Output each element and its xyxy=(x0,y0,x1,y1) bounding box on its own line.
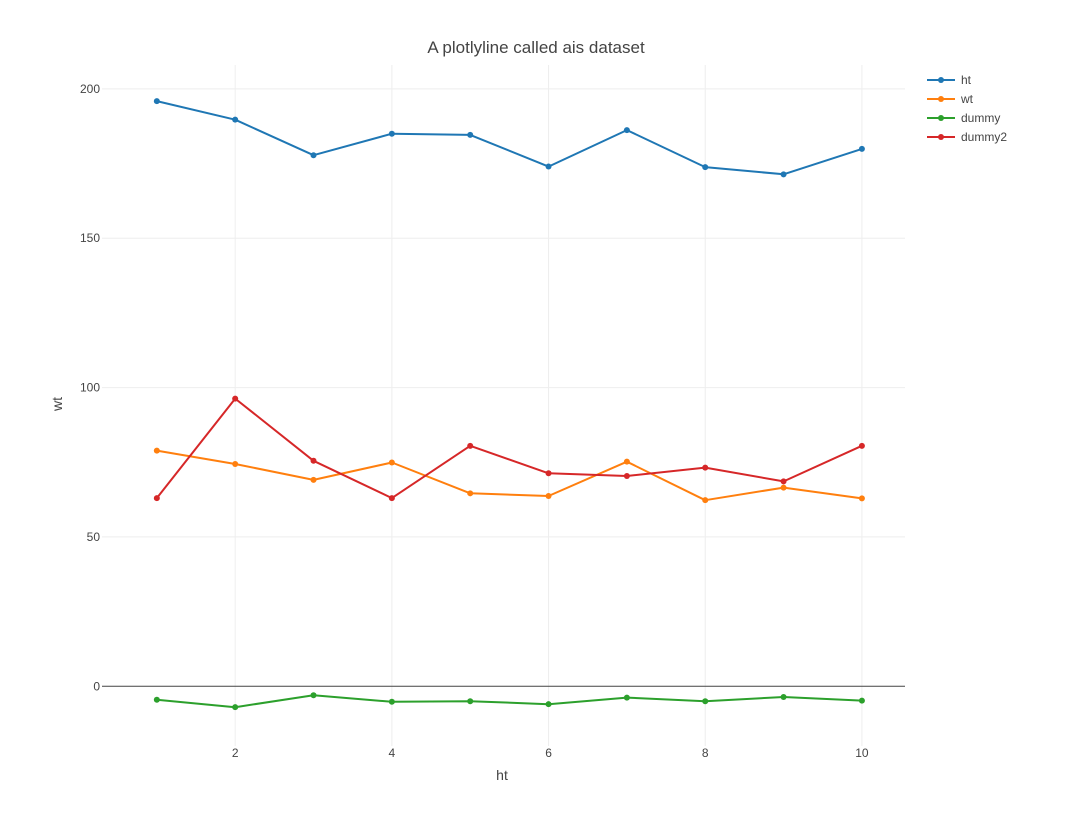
data-point-dummy2[interactable] xyxy=(310,457,317,464)
legend-label: dummy xyxy=(961,111,1000,125)
data-point-dummy[interactable] xyxy=(153,696,160,703)
data-point-wt[interactable] xyxy=(858,495,865,502)
x-tick-label: 10 xyxy=(855,746,869,760)
data-point-dummy[interactable] xyxy=(467,698,474,705)
legend-swatch-marker xyxy=(938,96,944,102)
data-point-ht[interactable] xyxy=(623,127,630,134)
data-point-dummy[interactable] xyxy=(310,692,317,699)
series-wt xyxy=(153,447,865,504)
x-tick-label: 4 xyxy=(389,746,396,760)
data-point-dummy[interactable] xyxy=(702,698,709,705)
y-tick-label: 50 xyxy=(87,530,101,544)
data-point-dummy[interactable] xyxy=(232,704,239,711)
data-point-ht[interactable] xyxy=(780,171,787,178)
data-point-ht[interactable] xyxy=(702,164,709,171)
data-point-dummy2[interactable] xyxy=(623,472,630,479)
series-line-dummy2 xyxy=(156,397,863,500)
y-tick-label: 200 xyxy=(80,82,100,96)
legend: ht wt dummy dummy2 xyxy=(927,73,1007,144)
series-dummy2 xyxy=(153,395,865,502)
data-point-wt[interactable] xyxy=(780,484,787,491)
y-tick-label: 0 xyxy=(93,679,100,693)
legend-swatch-marker xyxy=(938,77,944,83)
legend-label: wt xyxy=(960,92,974,106)
data-point-dummy2[interactable] xyxy=(858,442,865,449)
x-tick-label: 2 xyxy=(232,746,239,760)
data-point-ht[interactable] xyxy=(467,131,474,138)
legend-label: dummy2 xyxy=(961,130,1007,144)
data-point-wt[interactable] xyxy=(545,493,552,500)
data-point-ht[interactable] xyxy=(310,152,317,159)
y-tick-label: 150 xyxy=(80,231,100,245)
x-tick-label: 6 xyxy=(545,746,552,760)
y-tick-label: 100 xyxy=(80,381,100,395)
data-point-wt[interactable] xyxy=(310,476,317,483)
data-point-dummy2[interactable] xyxy=(153,495,160,502)
data-point-dummy2[interactable] xyxy=(232,395,239,402)
data-point-dummy[interactable] xyxy=(780,694,787,701)
data-point-ht[interactable] xyxy=(545,163,552,170)
chart-title: A plotlyline called ais dataset xyxy=(427,38,645,57)
data-point-wt[interactable] xyxy=(623,458,630,465)
data-point-dummy2[interactable] xyxy=(545,470,552,477)
series-line-wt xyxy=(156,449,863,502)
legend-swatch-marker xyxy=(938,134,944,140)
data-point-wt[interactable] xyxy=(702,497,709,504)
data-point-ht[interactable] xyxy=(858,145,865,152)
data-point-ht[interactable] xyxy=(388,130,395,137)
data-point-dummy[interactable] xyxy=(623,694,630,701)
x-tick-label: 8 xyxy=(702,746,709,760)
grid xyxy=(102,65,905,746)
series-line-ht xyxy=(156,100,863,176)
data-point-ht[interactable] xyxy=(153,98,160,105)
data-point-dummy2[interactable] xyxy=(467,442,474,449)
series-ht xyxy=(153,98,865,178)
legend-swatch-marker xyxy=(938,115,944,121)
legend-label: ht xyxy=(961,73,972,87)
data-point-dummy[interactable] xyxy=(545,701,552,708)
data-point-dummy2[interactable] xyxy=(388,495,395,502)
data-point-dummy[interactable] xyxy=(388,698,395,705)
y-axis-title: wt xyxy=(49,397,65,412)
data-point-ht[interactable] xyxy=(232,116,239,123)
data-point-dummy[interactable] xyxy=(858,697,865,704)
series-plot-area xyxy=(153,98,865,711)
x-axis-title: ht xyxy=(496,767,508,783)
data-point-wt[interactable] xyxy=(467,490,474,497)
legend-item-dummy[interactable]: dummy xyxy=(927,111,1000,125)
series-dummy xyxy=(153,692,865,711)
legend-item-ht[interactable]: ht xyxy=(927,73,972,87)
data-point-dummy2[interactable] xyxy=(780,478,787,485)
series-line-dummy xyxy=(156,694,862,709)
data-point-wt[interactable] xyxy=(232,461,239,468)
legend-item-wt[interactable]: wt xyxy=(927,92,974,106)
data-point-dummy2[interactable] xyxy=(702,464,709,471)
data-point-wt[interactable] xyxy=(388,459,395,466)
data-point-wt[interactable] xyxy=(153,447,160,454)
legend-item-dummy2[interactable]: dummy2 xyxy=(927,130,1007,144)
